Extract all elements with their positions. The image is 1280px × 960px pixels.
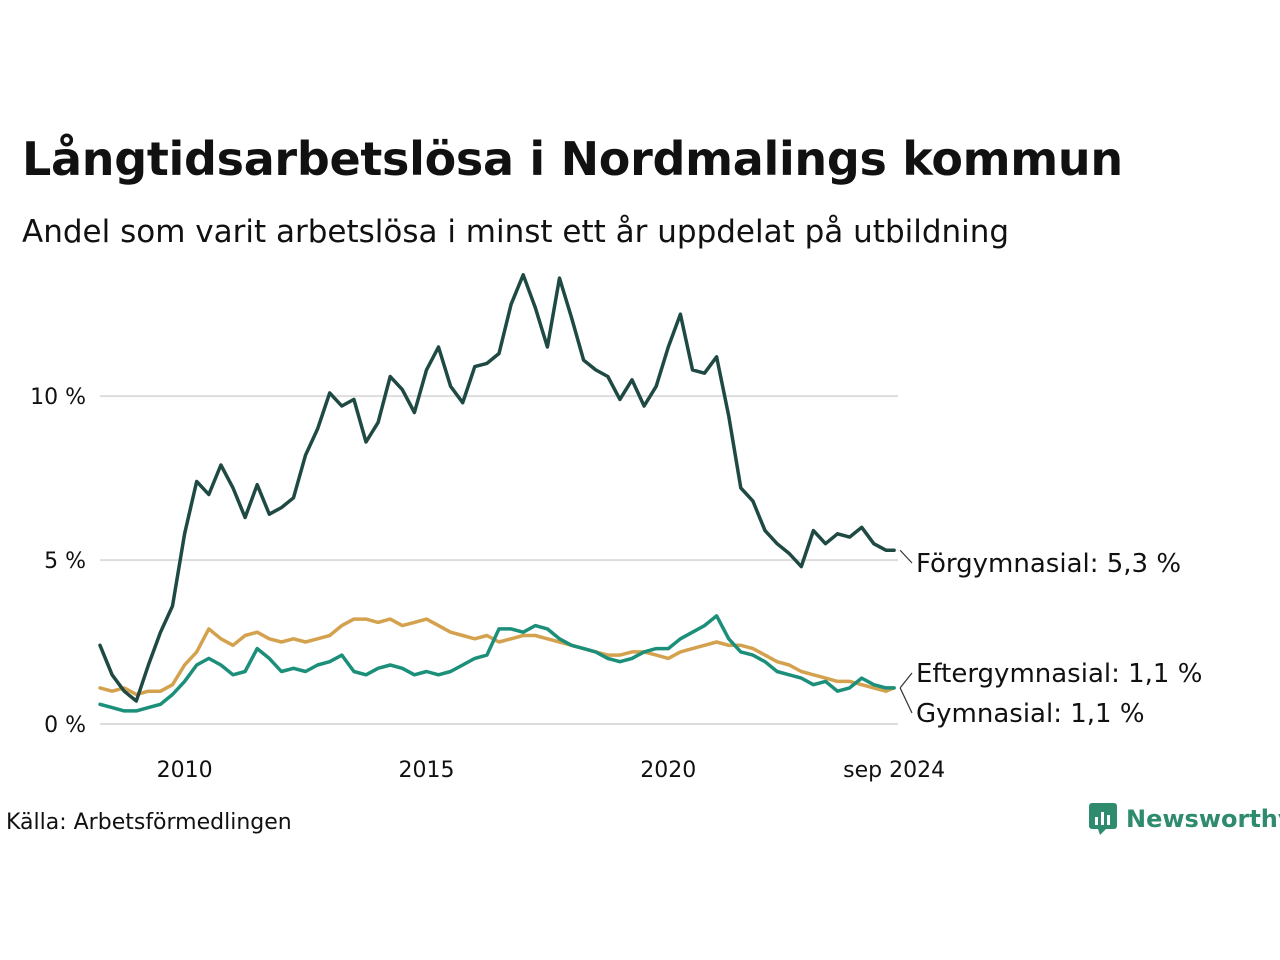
series-line-forgymnasial (98, 273, 896, 703)
leader-line (899, 672, 913, 689)
y-tick-label: 10 % (30, 385, 86, 410)
leader-line (899, 549, 913, 564)
chart-title: Långtidsarbetslösa i Nordmalings kommun (22, 132, 1123, 186)
series-end-label: Förgymnasial: 5,3 % (916, 549, 1181, 579)
x-tick-label: 2020 (640, 758, 696, 783)
newsworthy-icon (1089, 803, 1117, 835)
source-note: Källa: Arbetsförmedlingen (6, 810, 292, 835)
x-tick-label: sep 2024 (843, 758, 945, 783)
y-tick-label: 0 % (44, 713, 86, 738)
series-line-eftergymnasial (98, 614, 896, 713)
leader-line (899, 687, 913, 714)
series-line-gymnasial (98, 617, 896, 697)
chart-subtitle: Andel som varit arbetslösa i minst ett å… (22, 214, 1010, 250)
x-tick-label: 2015 (398, 758, 454, 783)
brand-name: Newsworthy (1126, 805, 1280, 833)
series-end-label: Eftergymnasial: 1,1 % (916, 659, 1202, 689)
brand-logo: Newsworthy (1088, 802, 1280, 836)
series-end-label: Gymnasial: 1,1 % (916, 699, 1145, 729)
x-tick-label: 2010 (157, 758, 213, 783)
y-tick-label: 5 % (44, 549, 86, 574)
